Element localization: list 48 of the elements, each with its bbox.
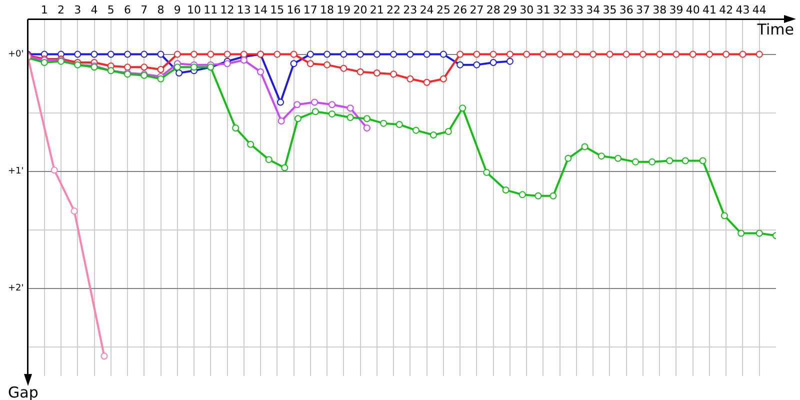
x-tick-label: 26 [453, 3, 468, 16]
x-tick-label: 25 [436, 3, 450, 16]
x-tick-label: 28 [486, 3, 500, 16]
x-tick-label: 43 [736, 3, 750, 16]
x-tick-label: 40 [686, 3, 700, 16]
x-tick-label: 2 [57, 3, 64, 16]
x-tick-label: 18 [320, 3, 334, 16]
x-tick-label: 34 [586, 3, 600, 16]
x-tick-label: 33 [569, 3, 584, 16]
x-tick-label: 31 [536, 3, 550, 16]
x-tick-label: 12 [220, 3, 234, 16]
x-tick-label: 15 [270, 3, 284, 16]
x-tick-label: 20 [353, 3, 368, 16]
x-tick-label: 8 [157, 3, 164, 16]
x-tick-label: 22 [386, 3, 401, 16]
x-tick-label: 17 [303, 3, 318, 16]
x-tick-label: 41 [702, 3, 716, 16]
y-tick-label: +0' [8, 50, 24, 60]
x-tick-label: 6 [124, 3, 132, 16]
x-tick-label: 3 [74, 3, 82, 16]
x-tick-label: 32 [552, 3, 567, 16]
x-tick-label: 24 [420, 3, 434, 16]
x-tick-label: 7 [140, 3, 148, 16]
x-tick-label: 1 [40, 3, 48, 16]
x-tick-label: 29 [502, 3, 517, 16]
x-tick-label: 21 [370, 3, 384, 16]
x-tick-label: 42 [719, 3, 734, 16]
x-tick-label: 37 [636, 3, 650, 16]
x-tick-label: 30 [520, 3, 534, 16]
x-tick-label: 27 [470, 3, 484, 16]
x-tick-label: 44 [752, 3, 766, 16]
x-tick-label: 9 [174, 3, 181, 16]
x-tick-label: 10 [187, 3, 202, 16]
x-tick-label: 14 [254, 3, 268, 16]
x-tick-label: 5 [107, 3, 114, 16]
x-tick-label: 4 [90, 3, 98, 16]
x-tick-label: 35 [602, 3, 617, 16]
x-tick-label: 13 [236, 3, 251, 16]
y-tick-label: +2' [8, 284, 24, 294]
x-tick-label: 16 [286, 3, 301, 16]
x-tick-label: 23 [403, 3, 418, 16]
y-tick-label: +1' [8, 166, 24, 177]
x-tick-label: 39 [669, 3, 684, 16]
x-tick-label: 19 [336, 3, 351, 16]
x-tick-label: 38 [652, 3, 667, 16]
x-tick-label: 36 [619, 3, 634, 16]
x-tick-label: 11 [204, 3, 218, 16]
x-axis-title: Time [756, 20, 794, 39]
